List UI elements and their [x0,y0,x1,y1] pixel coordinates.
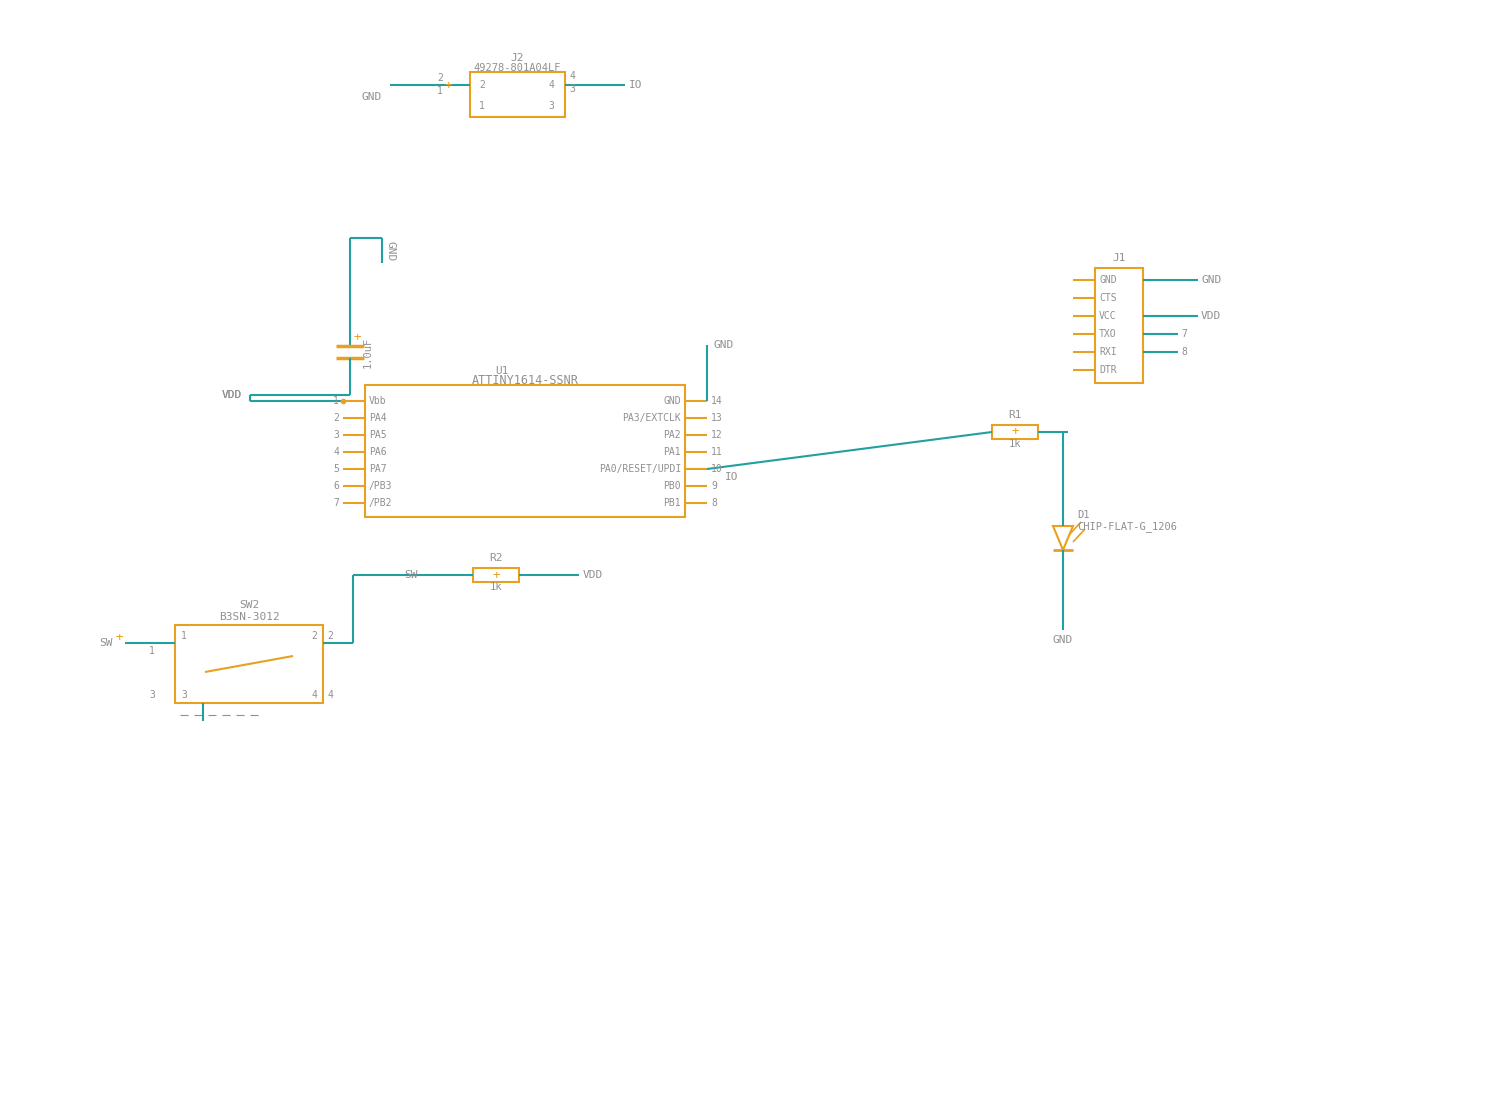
Bar [470,73,565,117]
Text: 4: 4 [327,690,333,700]
Text: 2: 2 [333,413,339,423]
Text: 4: 4 [548,80,554,90]
Text: 4: 4 [311,690,317,700]
Bar [1095,268,1143,383]
Text: /PB2: /PB2 [369,498,393,508]
Text: 3: 3 [182,690,187,700]
Text: PA4: PA4 [369,413,387,423]
Text: J1: J1 [1112,253,1126,263]
Text: CTS: CTS [1100,294,1116,304]
Text: 1: 1 [333,396,339,406]
Text: IO: IO [629,80,643,90]
Text: PA0/RESET/UPDI: PA0/RESET/UPDI [598,464,682,474]
Text: 12: 12 [711,430,723,440]
Text: /PB3: /PB3 [369,481,393,491]
Text: PA1: PA1 [664,448,682,456]
Text: 7: 7 [333,498,339,508]
Text: IO: IO [725,472,738,482]
Text: PA3/EXTCLK: PA3/EXTCLK [622,413,682,423]
Text: +: + [353,331,360,345]
Text: 4: 4 [333,448,339,456]
Text: PB1: PB1 [664,498,682,508]
Text: 1k: 1k [1009,439,1021,449]
Text: 13: 13 [711,413,723,423]
Bar [176,625,323,703]
Text: 1: 1 [182,631,187,641]
Text: 3: 3 [548,102,554,110]
Text: +: + [1012,425,1019,439]
Text: GND: GND [385,241,394,261]
Text: 8: 8 [711,498,717,508]
Text: 9: 9 [711,481,717,491]
Text: PA5: PA5 [369,430,387,440]
Text: PA7: PA7 [369,464,387,474]
Text: +: + [116,631,124,644]
Text: 3: 3 [568,84,574,94]
Text: +: + [445,78,452,92]
Text: 8: 8 [1181,347,1187,357]
Text: PA6: PA6 [369,448,387,456]
Text: 2: 2 [437,73,443,83]
Text: RXI: RXI [1100,347,1116,357]
Text: 2: 2 [311,631,317,641]
Text: 1: 1 [437,86,443,96]
Text: +: + [493,568,500,581]
Text: GND: GND [713,340,734,350]
Text: 1: 1 [149,646,155,656]
Text: U1: U1 [496,366,509,376]
Text: PA2: PA2 [664,430,682,440]
Text: SW2: SW2 [240,600,259,610]
Text: 3: 3 [333,430,339,440]
Text: VCC: VCC [1100,311,1116,321]
Text: 3: 3 [149,690,155,700]
Text: 1.0uF: 1.0uF [363,336,373,367]
Text: 10: 10 [711,464,723,474]
Text: DTR: DTR [1100,365,1116,375]
Text: ATTINY1614-SSNR: ATTINY1614-SSNR [472,375,579,387]
Text: GND: GND [664,396,682,406]
Text: 1: 1 [479,102,485,110]
Text: SW: SW [405,570,418,580]
Bar [365,385,684,517]
Text: VDD: VDD [222,389,243,400]
Text: 1k: 1k [490,583,503,591]
Text: D1: D1 [1077,510,1089,520]
Text: 6: 6 [333,481,339,491]
Text: SW: SW [100,638,113,648]
Text: R1: R1 [1009,410,1022,420]
Text: 14: 14 [711,396,723,406]
Text: TXO: TXO [1100,329,1116,339]
Text: GND: GND [1201,275,1222,285]
Bar [992,425,1039,439]
Text: GND: GND [1054,635,1073,645]
Text: 5: 5 [333,464,339,474]
Text: GND: GND [1100,275,1116,285]
Text: CHIP-FLAT-G_1206: CHIP-FLAT-G_1206 [1077,521,1177,532]
Text: B3SN-3012: B3SN-3012 [219,612,280,622]
Text: Vbb: Vbb [369,396,387,406]
Text: VDD: VDD [583,570,603,580]
Text: 11: 11 [711,448,723,456]
Text: VDD: VDD [222,389,243,400]
Text: VDD: VDD [1201,311,1222,321]
Text: 7: 7 [1181,329,1187,339]
Text: 2: 2 [479,80,485,90]
Text: 4: 4 [568,71,574,81]
Text: 2: 2 [327,631,333,641]
Text: R2: R2 [490,554,503,562]
Bar [473,568,519,583]
Text: GND: GND [362,92,382,102]
Text: 49278-801A04LF: 49278-801A04LF [473,62,561,73]
Text: J2: J2 [510,52,524,62]
Text: PB0: PB0 [664,481,682,491]
